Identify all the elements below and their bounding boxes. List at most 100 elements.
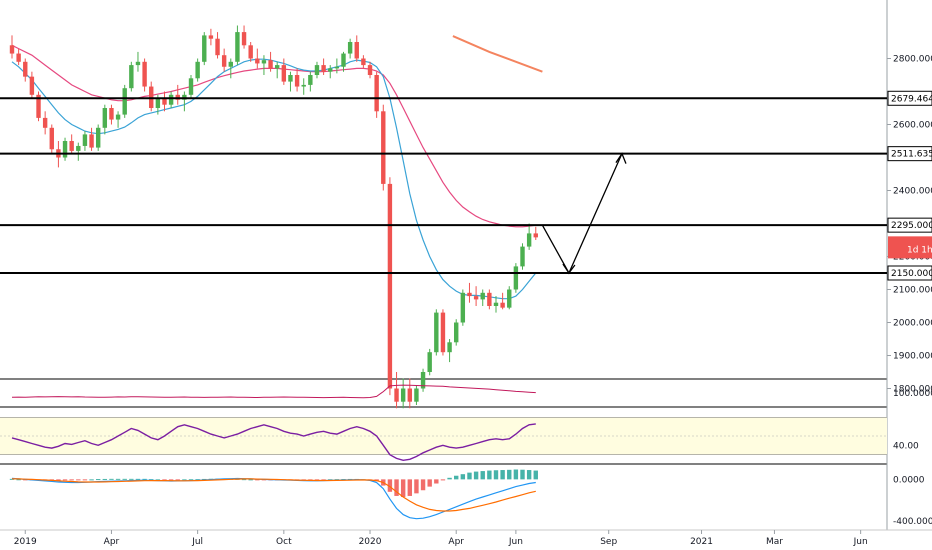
ma-long-line: [452, 35, 543, 73]
candle-body: [493, 302, 499, 306]
macd-histogram-bar: [454, 475, 459, 480]
candle-body: [29, 76, 35, 95]
price-tick-label: 2100.0000: [893, 286, 932, 296]
macd-histogram-bar: [89, 479, 94, 481]
level-label: 2150.0000: [891, 269, 932, 279]
macd-histogram-bar: [467, 472, 472, 480]
candle-body: [162, 98, 167, 105]
macd-histogram-bar: [473, 471, 479, 480]
candle-body: [149, 86, 154, 108]
candle-body: [221, 55, 227, 67]
candle-body: [188, 78, 194, 95]
candles: [9, 25, 538, 409]
level-label-box: [887, 90, 932, 106]
candle-body: [513, 266, 519, 290]
candle-body: [381, 111, 386, 184]
macd-histogram-bar: [434, 479, 439, 484]
candle-body: [500, 302, 505, 308]
macd-histogram-bar: [487, 470, 492, 480]
candle-body: [473, 296, 479, 300]
price-tick-label: 2800.0000: [893, 55, 932, 65]
candle-body: [480, 292, 485, 300]
candle-body: [23, 61, 28, 77]
candle-body: [82, 134, 88, 146]
macd-histogram-bar: [321, 479, 326, 481]
macd-histogram-bar: [115, 478, 121, 480]
candle-body: [526, 233, 532, 247]
level-label-box: [887, 146, 932, 162]
macd-histogram-bar: [440, 479, 446, 481]
candle-body: [400, 388, 406, 402]
panel1-axis-label: 100.0000: [893, 389, 932, 399]
candle-body: [109, 108, 114, 120]
time-tick-label: Jun: [508, 537, 523, 547]
candle-body: [235, 32, 240, 62]
time-tick-label: Apr: [448, 537, 464, 547]
level-label: 2511.6358: [891, 150, 932, 160]
candle-body: [62, 141, 68, 158]
candle-body: [202, 35, 207, 62]
candle-body: [142, 61, 147, 87]
candle-body: [69, 141, 74, 151]
candle-body: [367, 65, 373, 75]
macd-histogram-bar: [102, 478, 108, 480]
time-tick-label: Oct: [276, 537, 292, 547]
candle-body: [208, 35, 214, 39]
candle-body: [281, 65, 287, 82]
macd-histogram-bar: [513, 469, 519, 480]
time-tick-label: Apr: [104, 537, 120, 547]
candle-body: [102, 108, 108, 128]
macd-histogram-bar: [82, 479, 88, 481]
candle-body: [328, 68, 333, 72]
macd-histogram-bar: [400, 479, 406, 497]
candle-body: [115, 114, 121, 120]
candle-body: [195, 61, 200, 79]
candle-body: [354, 42, 359, 59]
candle-body: [255, 58, 260, 64]
candle-body: [9, 45, 15, 54]
candle-body: [275, 65, 280, 69]
candle-body: [301, 84, 306, 87]
macd-histogram-bar: [248, 479, 253, 481]
price-tick-label: 1800.0000: [893, 385, 932, 395]
macd-histogram-bar: [394, 479, 399, 496]
candle-body: [414, 388, 419, 402]
macd-histogram-bar: [155, 479, 161, 481]
macd-histogram-bar: [122, 478, 127, 480]
macd-histogram-bar: [16, 479, 21, 481]
panel3-axis-label-zero: 0.0000: [893, 475, 925, 485]
candle-body: [427, 352, 432, 372]
candle-body: [261, 60, 267, 64]
time-tick-label: Jul: [191, 537, 203, 547]
last-price-countdown: 1d 1h: [907, 245, 932, 255]
macd-histogram-bar: [447, 477, 452, 480]
macd-histogram-bar: [414, 479, 419, 494]
macd-histogram-bar: [480, 471, 485, 480]
candle-body: [321, 65, 326, 72]
candle-body: [387, 183, 393, 389]
panel2-line: [11, 423, 536, 462]
candle-body: [434, 312, 439, 353]
macd-histogram-bar: [328, 479, 333, 481]
level-label: 2295.0000: [891, 221, 932, 231]
macd-histogram-bar: [56, 479, 61, 481]
macd-histogram-bar: [420, 479, 426, 491]
price-tick-label: 1900.0000: [893, 352, 932, 362]
candle-body: [520, 246, 525, 267]
candle-body: [248, 45, 253, 59]
candle-body: [89, 134, 94, 148]
level-label-box: [887, 217, 932, 233]
projection-pivot-arrow: [562, 263, 576, 275]
panel2-axis-label: 40.00: [893, 441, 919, 451]
macd-histogram-bar: [526, 470, 532, 480]
candle-body: [507, 289, 512, 308]
macd-histogram-bar: [460, 474, 466, 480]
candle-body: [308, 75, 313, 85]
macd-histogram-bar: [314, 479, 320, 481]
macd-histogram-bar: [182, 479, 187, 481]
price-tick-label: 2400.0000: [893, 187, 932, 197]
candle-body: [241, 32, 247, 46]
projection-arrowhead: [615, 152, 627, 164]
